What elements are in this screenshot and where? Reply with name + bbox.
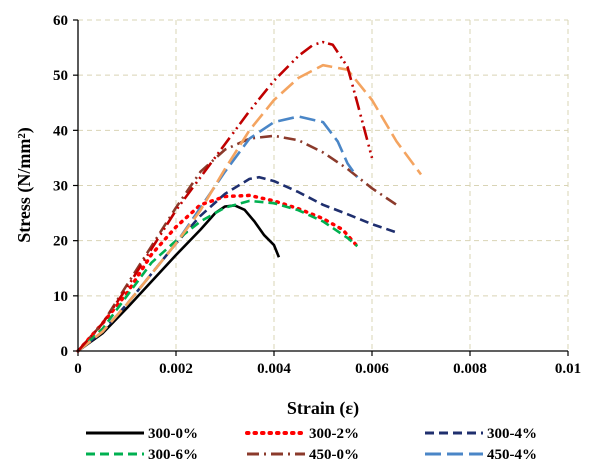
y-tick-label: 60	[53, 13, 68, 29]
axes	[73, 19, 569, 356]
legend-label: 450-0%	[309, 447, 359, 463]
series-line-3	[77, 175, 397, 353]
series-line-1	[77, 204, 281, 353]
x-tick-label: 0.01	[555, 361, 581, 377]
y-tick-label: 30	[53, 179, 68, 195]
x-tick-label: 0.008	[453, 361, 487, 377]
legend-label: 450-4%	[487, 447, 537, 463]
legend-label: 300-6%	[148, 447, 198, 463]
x-tick-label: 0.006	[355, 361, 389, 377]
tick-labels: 0 0.002 0.004 0.006 0.008 0.01 0 10 20 30 40 50 60	[53, 13, 581, 377]
y-tick-label: 50	[53, 68, 68, 84]
x-axis-title: Strain (ε)	[287, 398, 359, 419]
series-line-7	[77, 63, 423, 353]
series-line-5	[77, 134, 398, 352]
legend: 300-0% 300-2% 300-4% 300-6% 450-0% 450-4%	[86, 426, 537, 463]
series-line-2	[76, 193, 360, 353]
x-tick-label: 0	[74, 361, 82, 377]
series-line-4	[77, 199, 359, 352]
y-tick-label: 40	[53, 123, 68, 139]
series-line-8	[77, 40, 374, 352]
legend-label: 300-2%	[309, 426, 359, 442]
legend-label: 300-0%	[148, 426, 198, 442]
legend-label: 300-4%	[487, 426, 537, 442]
x-tick-label: 0.002	[159, 361, 193, 377]
y-axis-title: Stress (N/mm²)	[14, 127, 35, 243]
y-tick-label: 20	[53, 234, 68, 250]
grid-lines	[78, 19, 569, 351]
series-lines	[76, 40, 423, 353]
x-tick-label: 0.004	[257, 361, 291, 377]
y-tick-label: 10	[53, 289, 68, 305]
y-tick-label: 0	[61, 344, 69, 360]
